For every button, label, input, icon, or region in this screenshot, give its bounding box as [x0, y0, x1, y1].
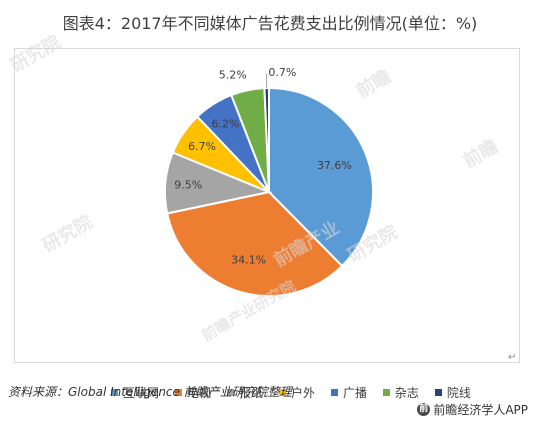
legend-swatch	[278, 388, 286, 396]
legend-swatch	[226, 388, 234, 396]
pie-slice-cinema	[263, 86, 270, 193]
data-label-internet: 37.6%	[317, 159, 352, 172]
brand-logo-icon: 前	[417, 403, 431, 416]
legend-item-magazine: 杂志	[382, 384, 419, 401]
legend-item-newspaper: 报纸	[226, 384, 263, 401]
legend-label: 电视	[186, 385, 211, 400]
pie-slice-tv	[166, 190, 344, 297]
chart-frame: 37.6% 34.1% 9.5% 6.7% 6.2% 5.2% 0.7% 互联网 电视 报纸 户外…	[14, 48, 520, 400]
legend-item-cinema: 院线	[434, 384, 471, 401]
pie-chart: 37.6% 34.1% 9.5% 6.7% 6.2% 5.2% 0.7%	[164, 66, 374, 297]
legend-swatch	[330, 388, 338, 396]
source-note: 资料来源：Global Intelligence 前瞻产业研究院整理	[8, 385, 292, 399]
legend-swatch	[382, 388, 390, 396]
legend-item-radio: 广播	[330, 384, 367, 401]
legend-label: 互联网	[123, 385, 160, 400]
chart-title: 图表4：2017年不同媒体广告花费支出比例情况(单位：%)	[62, 14, 478, 33]
pie-slice-internet	[268, 86, 374, 268]
legend-item-internet: 互联网	[111, 384, 159, 401]
legend-label: 院线	[446, 385, 471, 400]
legend-item-tv: 电视	[174, 384, 211, 401]
data-label-magazine: 5.2%	[219, 69, 247, 82]
brand-name: 前瞻经济学人APP	[433, 403, 528, 417]
legend-swatch	[111, 388, 118, 396]
legend-label: 报纸	[238, 385, 263, 400]
legend-swatch	[174, 388, 182, 396]
legend-label: 杂志	[394, 385, 419, 400]
legend-item-outdoor: 户外	[278, 384, 315, 401]
legend-label: 户外	[290, 385, 315, 400]
legend: 互联网 电视 报纸 户外 广播 杂志 院线	[111, 383, 471, 401]
legend-label: 广播	[342, 385, 367, 400]
data-label-tv: 34.1%	[231, 254, 266, 267]
brand: 前 前瞻经济学人APP	[417, 401, 528, 418]
data-label-cinema: 0.7%	[268, 66, 296, 79]
return-mark: ↵	[508, 352, 517, 363]
data-label-outdoor: 6.7%	[188, 140, 216, 153]
data-label-radio: 6.2%	[212, 118, 240, 131]
data-label-newspaper: 9.5%	[174, 179, 202, 192]
legend-swatch	[434, 388, 442, 396]
